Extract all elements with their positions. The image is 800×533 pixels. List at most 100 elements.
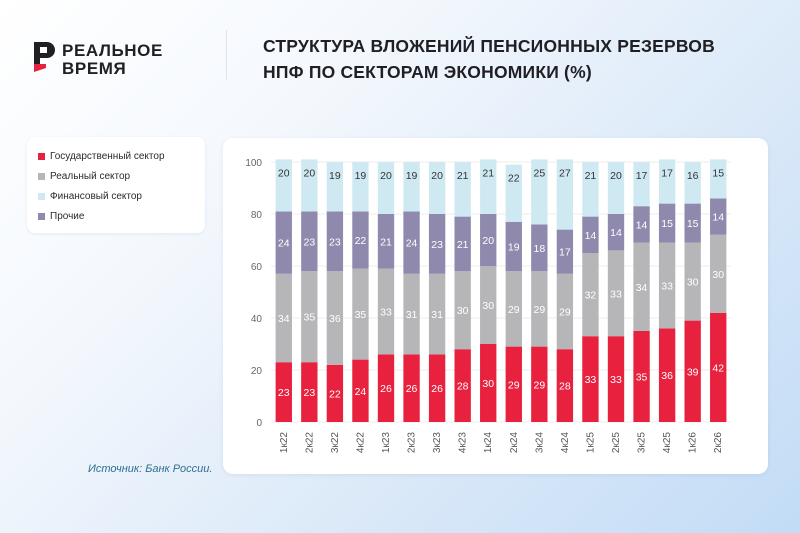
legend: Государственный сектор Реальный сектор Ф… <box>27 137 205 233</box>
data-label: 42 <box>712 362 724 374</box>
bar-segment <box>633 331 650 422</box>
bar-segment <box>556 229 574 274</box>
bar-segment <box>301 271 318 363</box>
data-label: 30 <box>457 305 469 317</box>
legend-item-real: Реальный сектор <box>38 169 130 183</box>
data-label: 29 <box>559 307 571 319</box>
stacked-bar-chart: 0 20 40 60 80 100 23 34 24 20 1к22 23 35 23 20 2к22 22 36… <box>245 158 731 453</box>
bar-segment <box>607 162 625 214</box>
data-label: 33 <box>585 374 597 386</box>
data-label: 14 <box>712 212 724 224</box>
data-label: 19 <box>355 170 367 182</box>
data-label: 29 <box>508 304 520 316</box>
bar-segment <box>428 273 446 355</box>
bar-segment <box>505 271 522 347</box>
bar-segment <box>582 336 599 422</box>
data-label: 17 <box>636 170 648 182</box>
x-tick-label: 1к24 <box>483 432 494 453</box>
x-tick-label: 3к22 <box>330 432 341 453</box>
bar-segment <box>582 162 599 217</box>
logo-text: РЕАЛЬНОЕ ВРЕМЯ <box>62 42 163 78</box>
bar-segment <box>710 198 727 235</box>
data-label: 22 <box>355 235 367 247</box>
x-tick-label: 1к26 <box>688 432 699 453</box>
legend-item-other: Прочие <box>38 209 84 223</box>
bar-segment <box>403 162 420 212</box>
bar-segment <box>531 224 548 272</box>
x-tick-label: 2к24 <box>509 432 520 453</box>
y-tick-label: 20 <box>251 366 263 377</box>
logo-line-1: РЕАЛЬНОЕ <box>62 41 163 60</box>
legend-item-financial: Финансовый сектор <box>38 189 142 203</box>
legend-label-financial: Финансовый сектор <box>50 190 142 202</box>
x-tick-label: 2к25 <box>611 432 622 453</box>
bar-segment <box>301 362 318 422</box>
x-tick-label: 3к24 <box>534 432 545 453</box>
bar-segment <box>403 354 420 422</box>
data-label: 36 <box>329 313 341 325</box>
data-label: 15 <box>712 167 724 179</box>
bar-segment <box>607 336 625 422</box>
chart-panel: 0 20 40 60 80 100 23 34 24 20 1к22 23 35 23 20 2к22 22 36… <box>223 138 768 474</box>
data-label: 19 <box>406 170 418 182</box>
data-label: 21 <box>482 167 494 179</box>
data-label: 26 <box>406 383 418 395</box>
bar-segment <box>607 250 625 337</box>
data-label: 30 <box>712 269 724 281</box>
data-label: 31 <box>406 309 418 321</box>
logo: РЕАЛЬНОЕ ВРЕМЯ <box>32 40 212 80</box>
data-label: 29 <box>533 379 545 391</box>
legend-swatch-other <box>38 212 45 220</box>
x-tick-label: 1к25 <box>585 432 596 453</box>
bar-segment <box>428 354 446 422</box>
bar-segment <box>428 162 446 214</box>
data-label: 28 <box>457 381 469 393</box>
bar-segment <box>275 211 292 274</box>
data-label: 14 <box>636 219 648 231</box>
data-label: 33 <box>661 281 673 293</box>
data-label: 20 <box>278 167 290 179</box>
legend-label-state: Государственный сектор <box>50 150 165 162</box>
legend-label-real: Реальный сектор <box>50 170 131 182</box>
data-label: 24 <box>278 238 290 250</box>
data-label: 19 <box>329 170 341 182</box>
bar-segment <box>531 346 548 422</box>
bar-segment <box>301 211 318 272</box>
y-tick-label: 60 <box>251 262 263 273</box>
chart-title-line-1: СТРУКТУРА ВЛОЖЕНИЙ ПЕНСИОННЫХ РЕЗЕРВОВ <box>263 36 715 56</box>
x-tick-label: 4к25 <box>662 432 673 453</box>
bar-segment <box>633 242 650 331</box>
legend-label-other: Прочие <box>50 210 85 222</box>
bar-segment <box>275 273 292 363</box>
y-tick-label: 80 <box>251 210 263 221</box>
data-label: 15 <box>661 218 673 230</box>
bar-segment <box>505 346 522 422</box>
bar-segment <box>352 268 369 360</box>
data-label: 20 <box>482 235 494 247</box>
data-label: 14 <box>585 230 597 242</box>
data-label: 24 <box>406 238 418 250</box>
bar-segment <box>710 234 727 313</box>
legend-swatch-financial <box>38 192 45 200</box>
bar-segment <box>480 159 497 214</box>
data-label: 35 <box>303 312 315 324</box>
x-tick-label: 4к24 <box>560 432 571 453</box>
x-tick-label: 3к23 <box>432 432 443 453</box>
data-label: 24 <box>355 386 367 398</box>
bar-segment <box>352 359 369 422</box>
bar-segment <box>377 162 395 214</box>
data-label: 15 <box>687 218 699 230</box>
bar-segment <box>582 253 599 337</box>
data-label: 26 <box>380 383 392 395</box>
data-label: 21 <box>457 239 469 251</box>
bar-segment <box>658 328 676 422</box>
legend-item-state: Государственный сектор <box>38 149 165 163</box>
bar-segment <box>454 271 471 350</box>
data-label: 21 <box>457 170 469 182</box>
bar-segment <box>454 216 471 272</box>
data-label: 20 <box>431 170 443 182</box>
bar-segment <box>377 268 395 355</box>
bar-segment <box>633 162 650 207</box>
data-label: 35 <box>636 372 648 384</box>
data-label: 25 <box>533 167 545 179</box>
